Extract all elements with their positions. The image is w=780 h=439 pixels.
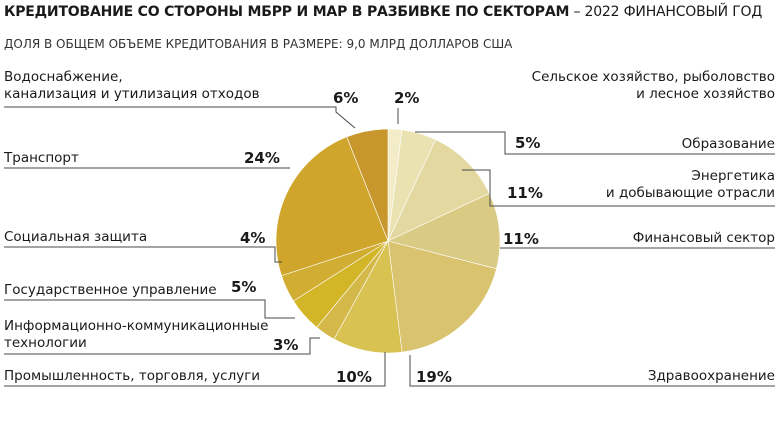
slice-percent-label: 11% xyxy=(507,184,543,202)
slice-label: Социальная защита xyxy=(4,229,147,246)
slice-label-line: Энергетика xyxy=(691,168,775,184)
leader-lines xyxy=(4,106,775,387)
slice-label: Информационно-коммуникационные технологии xyxy=(4,318,268,352)
slice-label-line: Социальная защита xyxy=(4,229,148,245)
pie-slice xyxy=(275,136,389,276)
slice-label-line: технологии xyxy=(4,335,87,351)
pie-slice xyxy=(387,139,490,242)
leader-line xyxy=(4,299,295,319)
leader-line xyxy=(4,352,386,387)
slice-label: Здравоохранение xyxy=(648,368,775,385)
leader-line xyxy=(4,337,320,355)
slice-label-line: и добывающие отрасли xyxy=(605,185,775,201)
slice-label: Водоснабжение, канализация и утилизация о… xyxy=(4,69,260,103)
slice-label-line: и лесное хозяйство xyxy=(636,86,775,102)
slice-percent-label: 19% xyxy=(416,368,452,386)
chart-title-bold: КРЕДИТОВАНИЕ СО СТОРОНЫ МБРР И МАР В РАЗ… xyxy=(4,4,570,20)
pie-slice xyxy=(387,240,497,353)
pie-slices xyxy=(275,128,501,354)
chart-title: КРЕДИТОВАНИЕ СО СТОРОНЫ МБРР И МАР В РАЗ… xyxy=(4,4,762,20)
leader-line xyxy=(462,169,775,207)
slice-percent-label: 5% xyxy=(231,278,257,296)
slice-percent-label: 3% xyxy=(273,336,299,354)
chart-title-rest: – 2022 ФИНАНСОВЫЙ ГОД xyxy=(569,4,763,20)
slice-percent-label: 10% xyxy=(336,368,372,386)
leader-line xyxy=(4,246,282,263)
pie-slice xyxy=(346,128,389,242)
slice-label-line: Сельское хозяйство, рыболовство xyxy=(531,69,775,85)
slice-label-line: Водоснабжение, xyxy=(4,69,123,85)
slice-label-line: Образование xyxy=(681,136,775,152)
slice-label: Промышленность, торговля, услуги xyxy=(4,368,260,385)
chart-subtitle: ДОЛЯ В ОБЩЕМ ОБЪЕМЕ КРЕДИТОВАНИЯ В РАЗМЕ… xyxy=(4,37,513,51)
slice-percent-label: 11% xyxy=(503,230,539,248)
slice-percent-label: 24% xyxy=(244,149,280,167)
slice-label-line: Здравоохранение xyxy=(647,368,775,384)
slice-label-line: Финансовый сектор xyxy=(632,230,775,246)
slice-label: Энергетика и добывающие отрасли xyxy=(606,168,775,202)
slice-label: Сельское хозяйство, рыболовство и лесное … xyxy=(532,69,775,103)
slice-label: Финансовый сектор xyxy=(633,230,775,247)
slice-label: Государственное управление xyxy=(4,282,217,299)
slice-label: Образование xyxy=(682,136,775,153)
slice-percent-label: 2% xyxy=(394,89,420,107)
slice-percent-label: 6% xyxy=(333,89,359,107)
slice-label-line: Промышленность, торговля, услуги xyxy=(4,368,261,384)
slice-percent-label: 5% xyxy=(515,134,541,152)
leader-line xyxy=(4,106,356,129)
slice-label-line: Государственное управление xyxy=(4,282,217,298)
slice-label-line: Транспорт xyxy=(4,150,79,166)
leader-line xyxy=(415,131,775,155)
slice-label-line: канализация и утилизация отходов xyxy=(4,86,260,102)
leader-line xyxy=(409,355,775,387)
slice-percent-label: 4% xyxy=(240,229,266,247)
slice-label: Транспорт xyxy=(4,150,79,167)
slice-label-line: Информационно-коммуникационные xyxy=(4,318,269,334)
